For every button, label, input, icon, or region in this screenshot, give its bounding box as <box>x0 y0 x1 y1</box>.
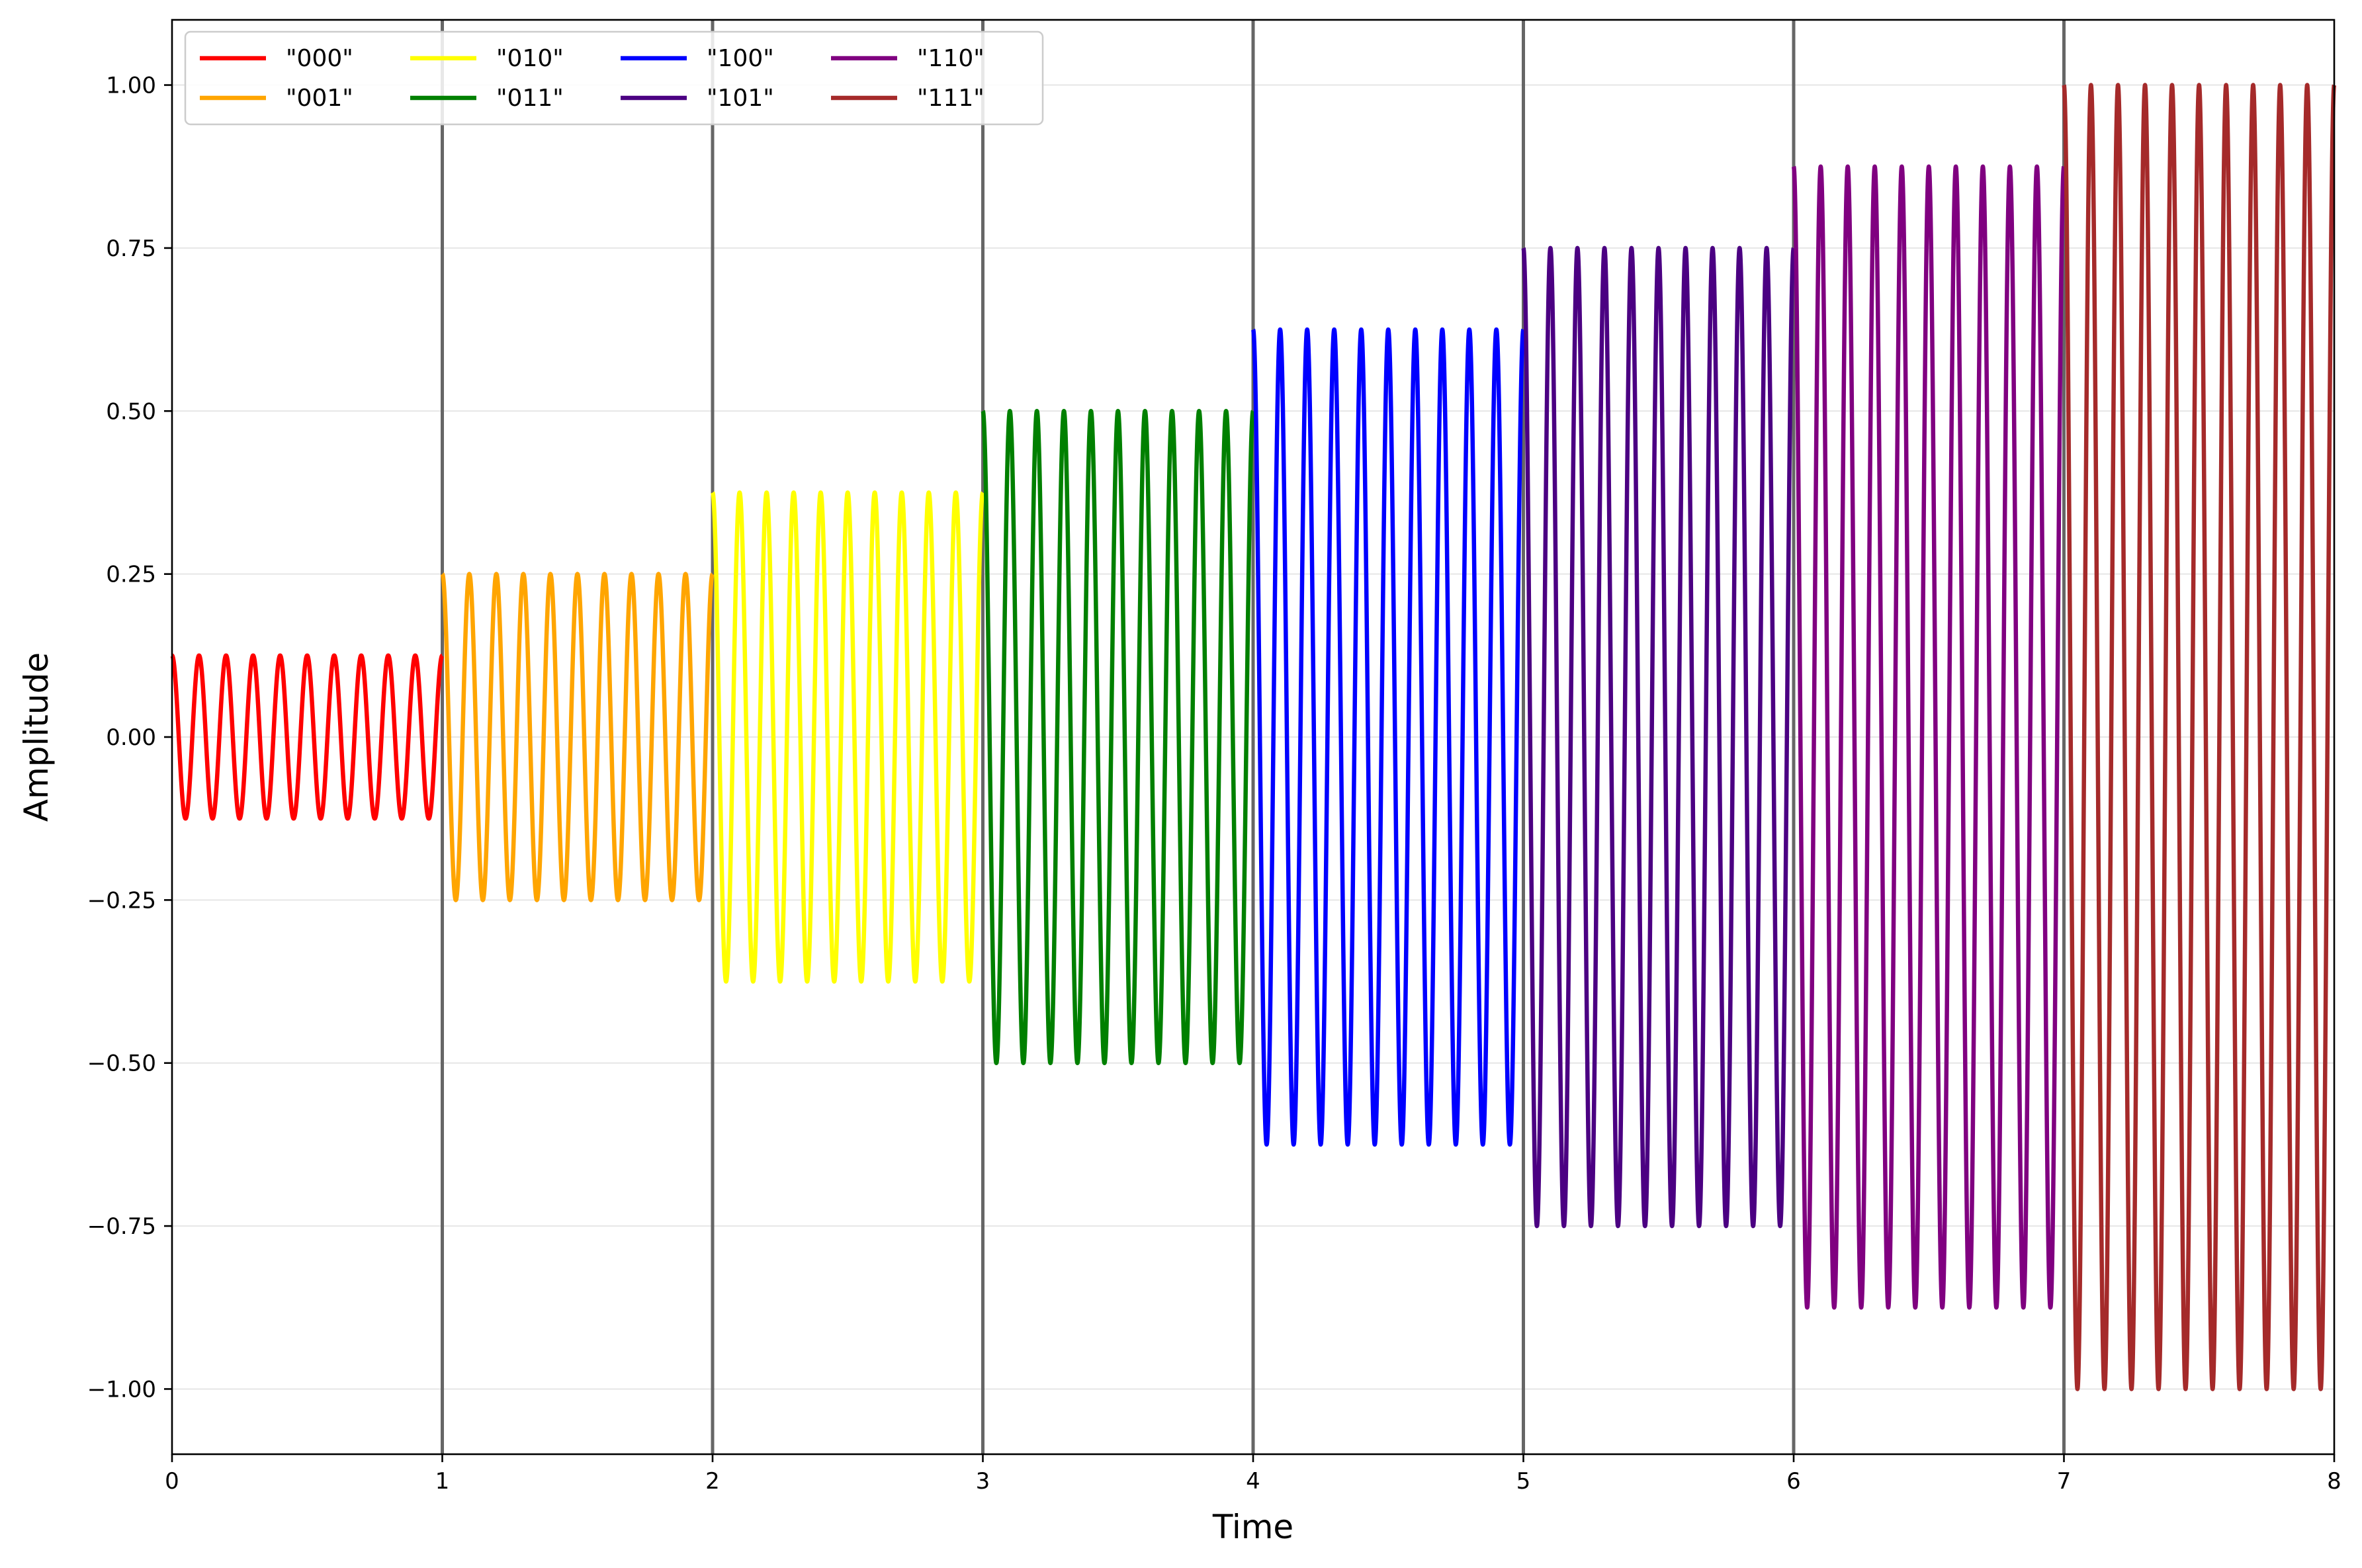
y-tick-label-7: −0.75 <box>87 1213 156 1240</box>
y-tick-label-8: −1.00 <box>87 1376 156 1403</box>
series-line-6 <box>1791 164 2066 1310</box>
x-axis-label: Time <box>1212 1508 1293 1546</box>
series-line-3 <box>981 409 1255 1065</box>
x-tick-label-8: 8 <box>2327 1468 2341 1495</box>
series-line-2 <box>711 490 985 984</box>
y-tick-label-4: 0.00 <box>106 724 156 751</box>
series-layer <box>170 83 2337 1391</box>
legend-box <box>184 30 1044 126</box>
legend-label-7: "111" <box>917 85 984 112</box>
x-tick-label-7: 7 <box>2057 1468 2072 1495</box>
y-tick-label-3: 0.25 <box>106 562 156 588</box>
legend-label-3: "011" <box>496 85 564 112</box>
legend-label-6: "110" <box>917 45 984 72</box>
y-tick-label-5: −0.25 <box>87 887 156 914</box>
y-tick-label-1: 0.75 <box>106 236 156 262</box>
x-tick-label-3: 3 <box>976 1468 990 1495</box>
y-tick-label-6: −0.50 <box>87 1051 156 1077</box>
series-line-1 <box>440 572 715 902</box>
x-tick-label-1: 1 <box>435 1468 450 1495</box>
x-tick-label-5: 5 <box>1516 1468 1531 1495</box>
y-tick-label-2: 0.50 <box>106 398 156 425</box>
series-line-7 <box>2062 83 2337 1391</box>
x-tick-label-2: 2 <box>705 1468 720 1495</box>
x-tick-label-4: 4 <box>1246 1468 1260 1495</box>
legend-label-0: "000" <box>286 45 353 72</box>
series-line-4 <box>1251 327 1526 1147</box>
legend: "000" "001" "010" "011" "100" "101" "110" "111" <box>184 30 1044 126</box>
legend-label-4: "100" <box>707 45 774 72</box>
x-tick-label-0: 0 <box>165 1468 179 1495</box>
series-line-0 <box>170 653 445 821</box>
x-tick-label-6: 6 <box>1786 1468 1801 1495</box>
legend-label-2: "010" <box>496 45 564 72</box>
legend-label-1: "001" <box>286 85 353 112</box>
series-line-5 <box>1521 245 1796 1229</box>
y-axis-label: Amplitude <box>17 652 56 822</box>
tick-layer: 0 1 2 3 4 5 6 7 8 1.00 0.75 0.50 0.25 0.00 −0.25 −0.50 −… <box>87 73 2341 1495</box>
legend-label-5: "101" <box>707 85 774 112</box>
y-tick-label-0: 1.00 <box>106 73 156 99</box>
